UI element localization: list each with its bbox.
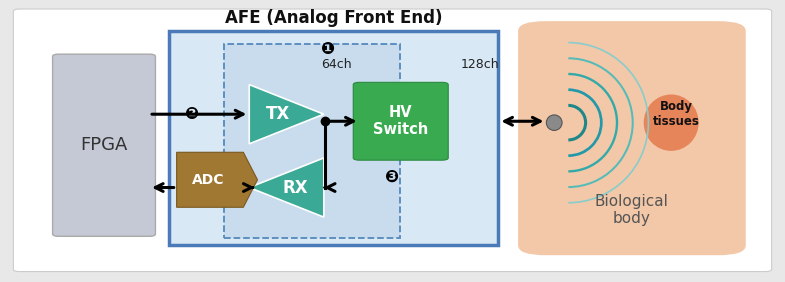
Text: ❸: ❸ bbox=[385, 167, 400, 185]
Text: HV
Switch: HV Switch bbox=[373, 105, 429, 137]
Text: Biological
body: Biological body bbox=[595, 194, 669, 226]
Ellipse shape bbox=[644, 94, 699, 151]
Text: TX: TX bbox=[265, 105, 290, 123]
Text: 128ch: 128ch bbox=[461, 58, 500, 71]
Ellipse shape bbox=[546, 115, 562, 130]
Text: RX: RX bbox=[283, 179, 309, 197]
Text: ❶: ❶ bbox=[321, 40, 335, 58]
Polygon shape bbox=[250, 85, 323, 144]
Polygon shape bbox=[250, 158, 323, 217]
Text: FPGA: FPGA bbox=[80, 136, 128, 154]
FancyBboxPatch shape bbox=[518, 21, 746, 255]
Text: ❷: ❷ bbox=[185, 105, 199, 123]
Text: ADC: ADC bbox=[192, 173, 225, 187]
Polygon shape bbox=[177, 152, 257, 207]
FancyBboxPatch shape bbox=[169, 31, 498, 245]
FancyBboxPatch shape bbox=[53, 54, 155, 236]
FancyBboxPatch shape bbox=[353, 82, 448, 160]
FancyBboxPatch shape bbox=[13, 9, 772, 272]
FancyBboxPatch shape bbox=[224, 44, 400, 238]
Text: 64ch: 64ch bbox=[320, 58, 352, 71]
Text: AFE (Analog Front End): AFE (Analog Front End) bbox=[225, 9, 443, 27]
Text: Body
tissues: Body tissues bbox=[653, 100, 700, 128]
